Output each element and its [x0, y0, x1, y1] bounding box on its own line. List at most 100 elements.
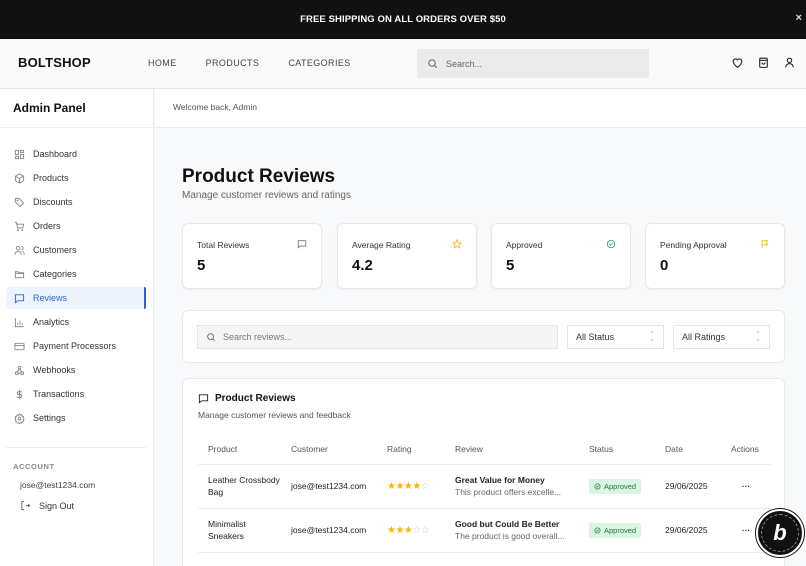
sidebar-item-label: Transactions: [33, 389, 85, 399]
sign-out-icon: [21, 500, 31, 511]
sidebar-item-products[interactable]: Products: [6, 167, 146, 189]
stat-value: 4.2: [352, 257, 373, 274]
column-header-status: Status: [579, 434, 655, 465]
sidebar-item-label: Dashboard: [33, 149, 78, 159]
sidebar-item-categories[interactable]: Categories: [6, 263, 146, 285]
cell-customer: jose@test1234.com: [281, 508, 377, 553]
review-title: Great Value for Money: [455, 475, 545, 485]
search-icon: [428, 59, 437, 68]
status-filter-select[interactable]: All Status ⌃ ⌄: [567, 325, 664, 349]
nav-home[interactable]: HOME: [148, 58, 177, 68]
reviews-table: Product Customer Rating Review Status Da…: [198, 434, 771, 553]
users-icon: [14, 245, 25, 255]
sidebar-item-label: Analytics: [33, 317, 70, 327]
badge-ring: [761, 514, 799, 552]
sidebar-item-label: Orders: [33, 221, 61, 231]
sidebar-item-settings[interactable]: Settings: [6, 407, 146, 429]
stat-value: 5: [197, 257, 206, 274]
cell-review: Great Value for Money This product offer…: [445, 464, 579, 509]
reviews-table-card: Product Reviews Manage customer reviews …: [182, 378, 785, 566]
sign-out-button[interactable]: Sign Out: [20, 500, 153, 511]
admin-sidebar: Admin Panel Dashboard Products Discounts…: [0, 89, 154, 566]
dollar-icon: [16, 389, 23, 399]
status-badge: Approved: [589, 522, 642, 538]
column-header-customer: Customer: [281, 434, 377, 465]
review-search-field[interactable]: [197, 325, 558, 349]
review-search-input[interactable]: [223, 332, 543, 342]
chevron-up-down-icon: ⌃ ⌄: [649, 331, 655, 343]
sidebar-item-dashboard[interactable]: Dashboard: [6, 143, 146, 165]
header-search-input[interactable]: Search...: [417, 49, 649, 78]
sidebar-menu: Dashboard Products Discounts Orders Cust…: [0, 128, 153, 429]
webhook-icon: [14, 365, 25, 375]
shopping-bag-icon[interactable]: [757, 56, 770, 69]
cell-status: Approved: [579, 464, 655, 509]
table-row: Minimalist Sneakers jose@test1234.com ★★…: [198, 508, 771, 553]
cell-review: Good but Could Be Better The product is …: [445, 508, 579, 553]
stat-value: 0: [660, 257, 669, 274]
sidebar-item-analytics[interactable]: Analytics: [6, 311, 146, 333]
welcome-bar: Welcome back, Admin: [155, 89, 806, 128]
sidebar-item-label: Reviews: [33, 293, 68, 303]
folder-icon: [14, 270, 25, 278]
credit-card-icon: [14, 342, 25, 350]
sidebar-item-label: Discounts: [33, 197, 73, 207]
sidebar-item-transactions[interactable]: Transactions: [6, 383, 146, 405]
sidebar-item-label: Products: [33, 173, 69, 183]
review-title: Good but Could Be Better: [455, 519, 560, 529]
sidebar-item-discounts[interactable]: Discounts: [6, 191, 146, 213]
sidebar-item-customers[interactable]: Customers: [6, 239, 146, 261]
stat-label: Pending Approval: [660, 240, 727, 250]
heart-icon[interactable]: [731, 56, 744, 69]
main-content: Product Reviews Manage customer reviews …: [155, 128, 806, 566]
close-icon[interactable]: ×: [795, 12, 802, 24]
page-subtitle: Manage customer reviews and ratings: [182, 190, 351, 201]
message-icon: [14, 293, 25, 304]
sidebar-title: Admin Panel: [0, 89, 153, 128]
status-badge-label: Approved: [604, 525, 637, 535]
rating-filter-select[interactable]: All Ratings ⌃ ⌄: [673, 325, 770, 349]
top-navigation: BOLTSHOP HOME PRODUCTS CATEGORIES Search…: [0, 39, 806, 89]
reviews-table-title: Product Reviews: [198, 393, 296, 404]
message-icon: [198, 394, 209, 404]
box-icon: [14, 172, 25, 184]
check-circle-icon: [594, 527, 601, 533]
sidebar-item-label: Settings: [33, 413, 66, 423]
sidebar-item-orders[interactable]: Orders: [6, 215, 146, 237]
promo-text: FREE SHIPPING ON ALL ORDERS OVER $50: [300, 14, 506, 25]
stat-card-average-rating: Average Rating 4.2: [337, 223, 477, 289]
sidebar-item-payment-processors[interactable]: Payment Processors: [6, 335, 146, 357]
sidebar-divider: [6, 447, 146, 448]
flag-icon: [761, 240, 769, 248]
dashboard-icon: [14, 149, 25, 159]
cell-date: 29/06/2025: [655, 464, 721, 509]
review-filters: All Status ⌃⌄ All Ratings ⌃⌄: [182, 310, 785, 363]
row-actions-menu-button[interactable]: ···: [721, 464, 771, 509]
powered-by-bolt-badge[interactable]: b: [756, 509, 804, 557]
message-icon: [297, 240, 307, 249]
star-rating-3: ★★★☆☆: [387, 524, 430, 536]
sidebar-item-reviews[interactable]: Reviews: [6, 287, 146, 309]
main-nav: HOME PRODUCTS CATEGORIES: [148, 58, 351, 68]
column-header-review: Review: [445, 434, 579, 465]
logo[interactable]: BOLTSHOP: [18, 55, 91, 70]
cell-rating: ★★★★☆: [377, 464, 445, 509]
tag-icon: [14, 197, 25, 207]
cell-customer: jose@test1234.com: [281, 464, 377, 509]
chart-icon: [14, 317, 24, 327]
cell-date: 29/06/2025: [655, 508, 721, 553]
status-badge-label: Approved: [604, 481, 637, 491]
status-filter-value: All Status: [576, 332, 615, 342]
cell-status: Approved: [579, 508, 655, 553]
column-header-product: Product: [198, 434, 281, 465]
welcome-text: Welcome back, Admin: [173, 102, 257, 112]
user-icon[interactable]: [783, 56, 796, 69]
stat-card-approved: Approved 5: [491, 223, 631, 289]
nav-products[interactable]: PRODUCTS: [205, 58, 260, 68]
sidebar-item-webhooks[interactable]: Webhooks: [6, 359, 146, 381]
cart-icon: [14, 221, 25, 231]
gear-icon: [14, 412, 25, 424]
table-row: Leather Crossbody Bag jose@test1234.com …: [198, 464, 771, 509]
column-header-rating: Rating: [377, 434, 445, 465]
nav-categories[interactable]: CATEGORIES: [288, 58, 351, 68]
